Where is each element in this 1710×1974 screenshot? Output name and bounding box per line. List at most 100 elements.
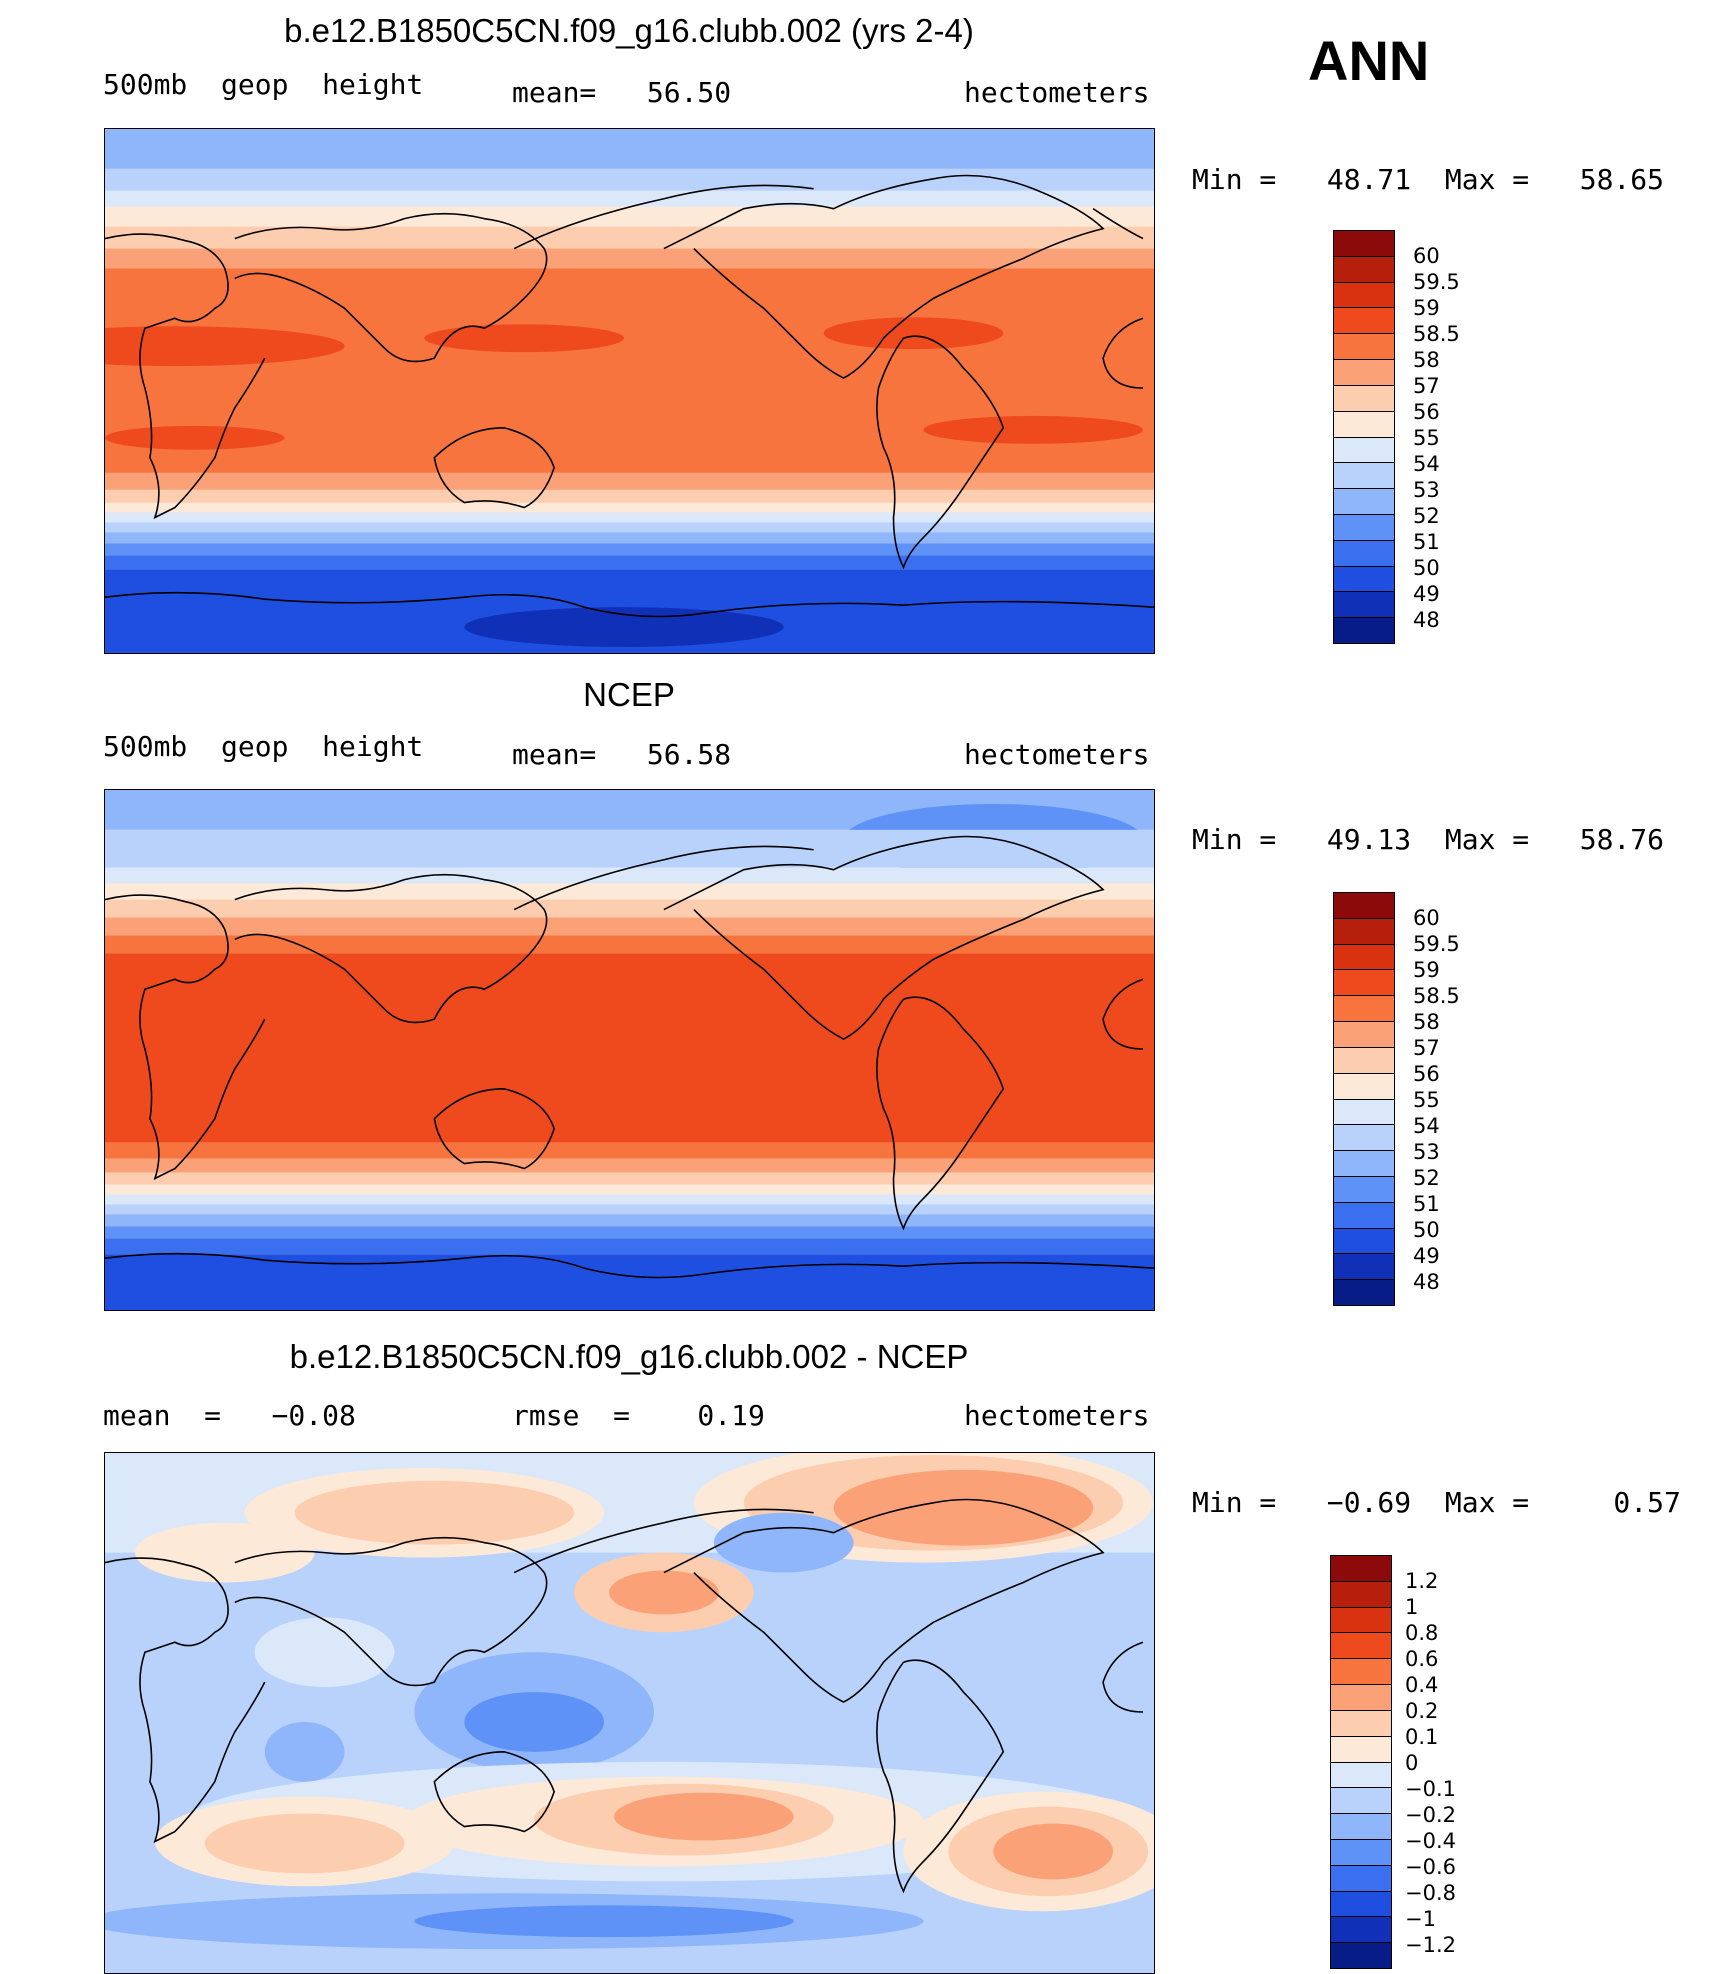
panel1-colorbar-label: 48 <box>1413 608 1440 632</box>
panel1-colorbar-swatch <box>1334 360 1394 386</box>
panel2-colorbar-label: 58 <box>1413 1010 1440 1034</box>
panel1-colorbar-swatch <box>1334 334 1394 361</box>
panel3-colorbar-label: 0 <box>1405 1751 1419 1775</box>
panel3-colorbar-swatch <box>1331 1556 1391 1582</box>
panel3-mean-label: mean = −0.08 <box>103 1399 356 1432</box>
panel1-colorbar-label: 55 <box>1413 426 1440 450</box>
panel1-colorbar-swatch <box>1334 566 1394 593</box>
panel2-colorbar-label: 59.5 <box>1413 932 1460 956</box>
panel1-colorbar-label: 59.5 <box>1413 270 1460 294</box>
panel3-colorbar <box>1330 1555 1392 1969</box>
panel1-colorbar-label: 58.5 <box>1413 322 1460 346</box>
panel1-contour-field <box>105 129 1154 653</box>
panel3-colorbar-label: −0.6 <box>1405 1855 1456 1879</box>
panel1-colorbar-label: 52 <box>1413 504 1440 528</box>
panel3-units-label: hectometers <box>964 1399 1150 1432</box>
panel3-colorbar-swatch <box>1331 1736 1391 1763</box>
panel3-colorbar-swatch <box>1331 1917 1391 1944</box>
panel2-colorbar-swatch <box>1334 893 1394 919</box>
panel3-colorbar-swatch <box>1331 1839 1391 1866</box>
panel2-title: NCEP <box>583 676 675 713</box>
season-label: ANN <box>1308 29 1430 92</box>
panel2-colorbar-swatch <box>1334 944 1394 971</box>
panel3-colorbar-label: 0.1 <box>1405 1725 1439 1749</box>
panel3-colorbar-label: −0.1 <box>1405 1777 1456 1801</box>
panel3-colorbar-swatch <box>1331 1685 1391 1711</box>
panel2-units-label: hectometers <box>964 738 1150 771</box>
panel3-colorbar-swatch <box>1331 1581 1391 1608</box>
panel1-colorbar-label: 56 <box>1413 400 1440 424</box>
panel3-rmse-label: rmse = 0.19 <box>512 1399 765 1432</box>
panel2-colorbar-label: 56 <box>1413 1062 1440 1086</box>
panel3-colorbar-swatch <box>1331 1814 1391 1840</box>
panel3-colorbar-swatch <box>1331 1865 1391 1892</box>
panel3-colorbar-label: −0.4 <box>1405 1829 1456 1853</box>
panel2-contour-field <box>105 790 1154 1310</box>
panel3-colorbar-label: −0.8 <box>1405 1881 1456 1905</box>
panel1-map <box>104 128 1155 654</box>
panel3-colorbar-swatch <box>1331 1788 1391 1815</box>
panel3-colorbar-label: 0.4 <box>1405 1673 1439 1697</box>
panel2-colorbar-label: 54 <box>1413 1114 1440 1138</box>
panel3-colorbar-label: 1.2 <box>1405 1569 1439 1593</box>
panel1-colorbar-label: 50 <box>1413 556 1440 580</box>
panel1-units-label: hectometers <box>964 76 1150 109</box>
panel3-colorbar-swatch <box>1331 1659 1391 1686</box>
panel2-colorbar-swatch <box>1334 1073 1394 1100</box>
panel2-colorbar-swatch <box>1334 1099 1394 1126</box>
panel3-minmax: Min = −0.69 Max = 0.57 <box>1192 1486 1681 1519</box>
panel1-colorbar-swatch <box>1334 282 1394 309</box>
panel2-colorbar-swatch <box>1334 1047 1394 1074</box>
panel2-colorbar-swatch <box>1334 918 1394 945</box>
panel3-colorbar-label: 0.8 <box>1405 1621 1439 1645</box>
panel3-colorbar-label: 1 <box>1405 1595 1419 1619</box>
panel2-colorbar-label: 60 <box>1413 906 1440 930</box>
panel3-title: b.e12.B1850C5CN.f09_g16.clubb.002 - NCEP <box>289 1338 969 1375</box>
panel1-title: b.e12.B1850C5CN.f09_g16.clubb.002 (yrs 2… <box>284 12 974 49</box>
panel3-colorbar-label: −0.2 <box>1405 1803 1456 1827</box>
panel2-colorbar-swatch <box>1334 996 1394 1023</box>
panel1-colorbar-swatch <box>1334 540 1394 567</box>
panel2-colorbar-label: 50 <box>1413 1218 1440 1242</box>
panel3-map <box>104 1452 1155 1974</box>
panel2-colorbar-label: 49 <box>1413 1244 1440 1268</box>
panel1-colorbar-swatch <box>1334 463 1394 490</box>
panel1-colorbar-swatch <box>1334 256 1394 283</box>
panel1-minmax: Min = 48.71 Max = 58.65 <box>1192 163 1665 196</box>
panel1-colorbar-swatch <box>1334 592 1394 619</box>
panel2-colorbar-swatch <box>1334 1151 1394 1177</box>
panel2-colorbar-label: 57 <box>1413 1036 1440 1060</box>
panel2-colorbar-label: 55 <box>1413 1088 1440 1112</box>
panel1-colorbar-swatch <box>1334 231 1394 257</box>
panel1-colorbar-swatch <box>1334 385 1394 412</box>
panel2-colorbar-label: 59 <box>1413 958 1440 982</box>
panel3-colorbar-swatch <box>1331 1762 1391 1789</box>
panel2-colorbar-swatch <box>1334 1125 1394 1152</box>
panel1-mean-label: mean= 56.50 <box>512 76 732 109</box>
panel1-colorbar-label: 60 <box>1413 244 1440 268</box>
panel1-colorbar <box>1333 230 1395 644</box>
panel3-colorbar-label: −1 <box>1405 1907 1436 1931</box>
panel3-colorbar-label: −1.2 <box>1405 1933 1456 1957</box>
panel1-colorbar-label: 53 <box>1413 478 1440 502</box>
panel1-variable-label: 500mb geop height <box>103 68 424 101</box>
panel1-coastlines <box>105 174 1154 618</box>
panel1-colorbar-label: 51 <box>1413 530 1440 554</box>
panel1-colorbar-swatch <box>1334 411 1394 438</box>
panel2-colorbar-swatch <box>1334 1254 1394 1281</box>
panel3-colorbar-swatch <box>1331 1943 1391 1968</box>
panel3-colorbar-label: 0.2 <box>1405 1699 1439 1723</box>
panel1-colorbar-label: 57 <box>1413 374 1440 398</box>
panel2-colorbar-swatch <box>1334 1280 1394 1305</box>
panel1-colorbar-label: 49 <box>1413 582 1440 606</box>
panel2-colorbar-label: 52 <box>1413 1166 1440 1190</box>
panel3-colorbar-swatch <box>1331 1633 1391 1660</box>
panel2-colorbar-swatch <box>1334 970 1394 997</box>
panel2-coastlines <box>105 835 1154 1279</box>
panel2-colorbar-swatch <box>1334 1176 1394 1203</box>
panel2-colorbar-swatch <box>1334 1228 1394 1255</box>
panel1-colorbar-swatch <box>1334 308 1394 335</box>
panel2-variable-label: 500mb geop height <box>103 730 424 763</box>
panel2-colorbar-label: 58.5 <box>1413 984 1460 1008</box>
panel1-colorbar-label: 58 <box>1413 348 1440 372</box>
